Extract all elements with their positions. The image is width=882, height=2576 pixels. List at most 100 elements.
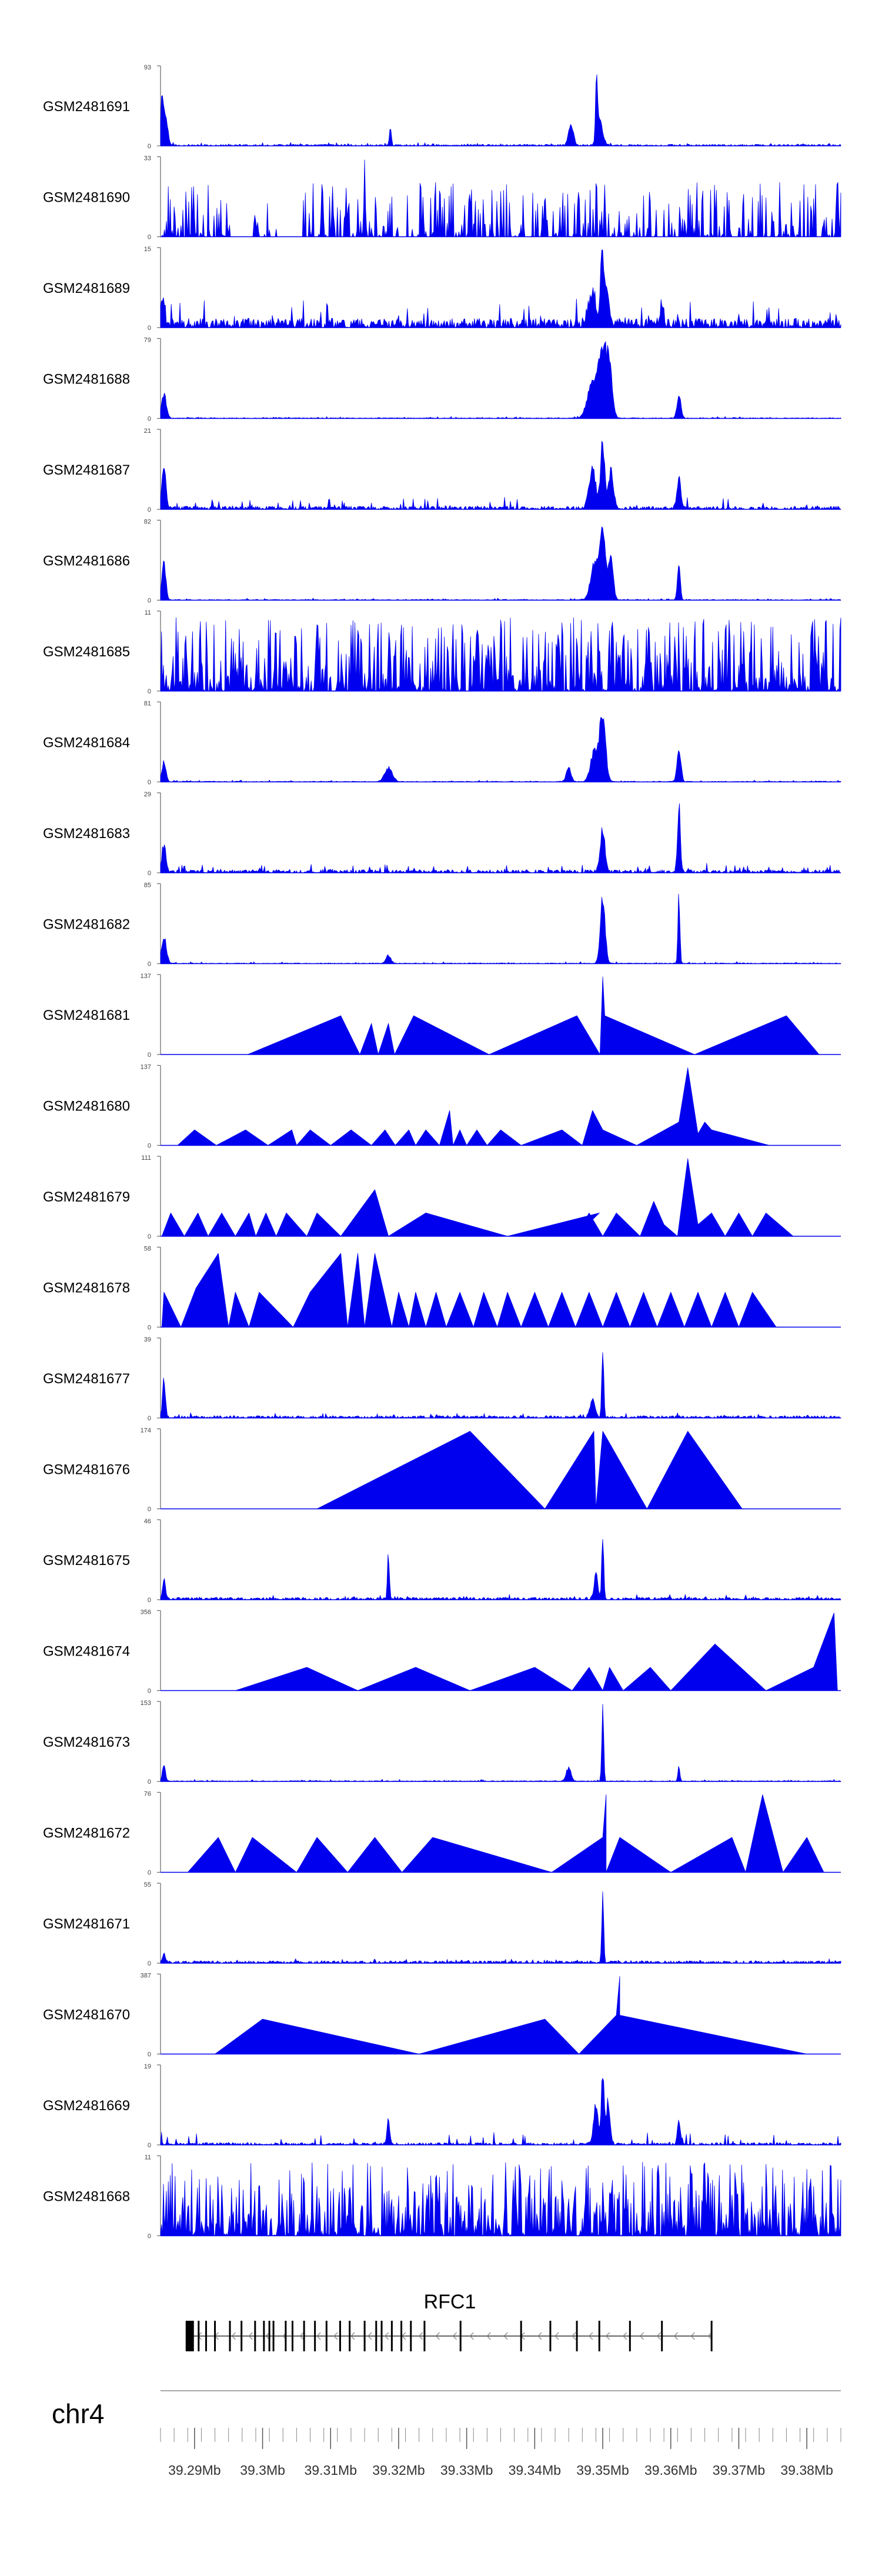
strand-arrow (384, 2332, 389, 2340)
y-max-label: 85 (144, 882, 151, 889)
strand-arrow (248, 2332, 253, 2340)
track: GSM2481674 356 0 (43, 1609, 841, 1695)
gene-exon (629, 2321, 631, 2351)
y-max-label: 356 (141, 1609, 151, 1616)
gene-exon (363, 2321, 366, 2351)
axis-tick-label: 39.37Mb (713, 2462, 766, 2478)
track-label: GSM2481674 (43, 1644, 130, 1660)
strand-arrow (673, 2332, 678, 2340)
track-label: GSM2481676 (43, 1462, 130, 1478)
y-max-label: 137 (141, 973, 151, 980)
track-label: GSM2481688 (43, 372, 130, 388)
track-label: GSM2481683 (43, 826, 130, 842)
coverage-area (160, 159, 841, 237)
coverage-area (215, 1976, 807, 2054)
track: GSM2481670 387 0 (43, 1973, 841, 2058)
y-max-label: 33 (144, 155, 151, 162)
gene-exon (263, 2321, 265, 2351)
strand-arrow (299, 2332, 304, 2340)
gene-exon (349, 2321, 351, 2351)
strand-arrow (656, 2332, 662, 2340)
coverage-area (160, 441, 841, 510)
track: GSM2481687 21 0 (43, 428, 841, 513)
y-min-label: 0 (148, 2051, 151, 2058)
y-max-label: 29 (144, 791, 151, 798)
y-min-label: 0 (148, 1597, 151, 1604)
strand-arrow (350, 2332, 355, 2340)
genome-axis: chr4 39.29Mb 39.3Mb 39.31Mb 39.32Mb 39.33Mb 3… (52, 2390, 841, 2478)
gene-exon (268, 2321, 270, 2351)
coverage-area (160, 1539, 841, 1600)
strand-arrow (690, 2332, 695, 2340)
gene-label: RFC1 (424, 2291, 476, 2313)
coverage-area (316, 1431, 743, 1509)
y-min-label: 0 (148, 779, 151, 786)
strand-arrow (639, 2332, 644, 2340)
track-label: GSM2481677 (43, 1371, 130, 1387)
axis-tick-label: 39.38Mb (780, 2462, 833, 2478)
track: GSM2481679 111 0 (43, 1154, 841, 1240)
coverage-area (161, 976, 820, 1055)
coverage-area (160, 1352, 841, 1419)
coverage-area (161, 1253, 777, 1327)
coverage-area (160, 2078, 841, 2145)
track-label: GSM2481672 (43, 1826, 130, 1841)
y-min-label: 0 (148, 1506, 151, 1513)
strand-arrow (503, 2332, 508, 2340)
gene-exon (576, 2321, 578, 2351)
strand-arrow (605, 2332, 610, 2340)
track: GSM2481690 33 0 (43, 155, 841, 241)
strand-arrow (435, 2332, 440, 2340)
track: GSM2481673 153 0 (43, 1700, 841, 1786)
y-min-label: 0 (148, 2142, 151, 2149)
gene-exon (240, 2321, 243, 2351)
track-label: GSM2481684 (43, 735, 130, 751)
coverage-area (160, 893, 841, 964)
y-max-label: 82 (144, 519, 151, 526)
coverage-area (160, 803, 841, 873)
gene-exon (285, 2321, 287, 2351)
track-label: GSM2481681 (43, 1007, 130, 1023)
track: GSM2481683 29 0 (43, 791, 841, 877)
y-min-label: 0 (148, 325, 151, 332)
y-max-label: 46 (144, 1518, 151, 1525)
strand-arrow (368, 2332, 372, 2340)
gene-exon (459, 2321, 462, 2351)
track-label: GSM2481687 (43, 462, 130, 478)
gene-exon (598, 2321, 600, 2351)
gene-exon (291, 2321, 293, 2351)
strand-arrow (707, 2332, 712, 2340)
y-max-label: 11 (145, 609, 151, 616)
track: GSM2481677 39 0 (43, 1336, 841, 1422)
coverage-area (160, 341, 841, 419)
tracks-layer: GSM2481691930GSM2481690330GSM2481689150G… (43, 64, 841, 2240)
track-label: GSM2481669 (43, 2098, 130, 2114)
gene-exon (520, 2321, 522, 2351)
y-max-label: 39 (144, 1336, 151, 1343)
track: GSM2481672 76 0 (43, 1791, 841, 1877)
gene-model: RFC1 (185, 2291, 713, 2351)
gene-exon (185, 2321, 194, 2351)
coverage-area (161, 1158, 794, 1237)
strand-arrow (265, 2332, 270, 2340)
y-min-label: 0 (148, 1143, 151, 1150)
track: GSM2481669 19 0 (43, 2063, 841, 2149)
coverage-area (160, 717, 841, 782)
strand-arrow (316, 2332, 321, 2340)
gene-exon (272, 2321, 275, 2351)
gene-exon (380, 2321, 383, 2351)
track-label: GSM2481671 (43, 1916, 130, 1932)
track: GSM2481680 137 0 (43, 1064, 841, 1150)
y-max-label: 153 (141, 1700, 151, 1707)
gene-exon (410, 2321, 412, 2351)
coverage-area (160, 1704, 841, 1782)
gene-exon (549, 2321, 552, 2351)
y-min-label: 0 (148, 1960, 151, 1967)
track: GSM2481676 174 0 (43, 1427, 841, 1513)
y-max-label: 21 (144, 428, 151, 435)
coverage-area (160, 2162, 841, 2236)
strand-arrow (333, 2332, 338, 2340)
gene-exon (400, 2321, 403, 2351)
y-min-label: 0 (148, 1778, 151, 1786)
